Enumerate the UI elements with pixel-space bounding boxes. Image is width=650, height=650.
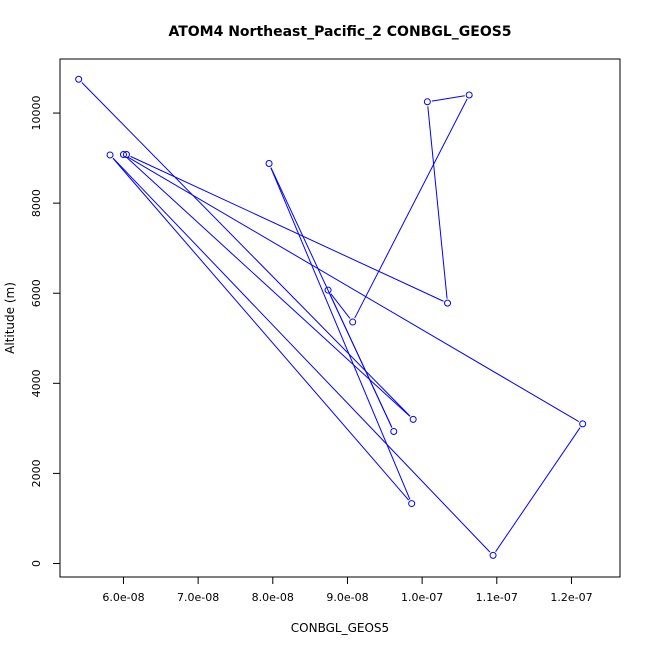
series-points — [75, 75, 587, 559]
x-tick-label: 7.0e-08 — [177, 591, 219, 604]
data-point — [465, 91, 473, 99]
series-segment — [126, 157, 411, 417]
x-tick-label: 8.0e-08 — [252, 591, 294, 604]
data-point — [489, 551, 497, 559]
x-tick-label: 1.1e-07 — [476, 591, 518, 604]
y-tick-label: 6000 — [30, 279, 43, 307]
series-segment — [329, 293, 393, 428]
data-point — [265, 160, 273, 168]
x-tick-label: 9.0e-08 — [326, 591, 368, 604]
data-point — [423, 98, 431, 106]
series-segment — [81, 82, 411, 417]
series-segment — [127, 156, 580, 423]
data-point — [444, 299, 452, 307]
series-segment — [427, 106, 448, 299]
y-tick-label: 0 — [30, 560, 43, 567]
data-point — [106, 151, 114, 159]
y-tick-label: 2000 — [30, 459, 43, 487]
x-tick-label: 1.2e-07 — [550, 591, 592, 604]
series-segment — [270, 167, 411, 500]
data-point — [349, 318, 357, 326]
series-segment — [431, 95, 465, 102]
data-point — [324, 286, 332, 294]
y-tick-label: 8000 — [30, 189, 43, 217]
plot-frame — [59, 58, 621, 578]
series-segment — [112, 157, 491, 553]
data-point — [579, 420, 587, 428]
data-point — [122, 150, 130, 158]
y-axis-label: Altitude (m) — [3, 282, 17, 354]
series-segment — [354, 98, 468, 319]
series-segment — [112, 158, 410, 501]
y-axis: 0 2000 4000 6000 8000 10000 — [30, 96, 61, 567]
data-point — [409, 415, 417, 423]
data-point — [119, 150, 127, 158]
y-tick-label: 4000 — [30, 369, 43, 397]
x-axis-label: CONBGL_GEOS5 — [291, 621, 389, 635]
series-segment — [495, 427, 581, 552]
chart-title: ATOM4 Northeast_Pacific_2 CONBGL_GEOS5 — [168, 24, 511, 40]
data-point — [75, 75, 83, 83]
data-point — [390, 428, 398, 436]
data-point — [408, 500, 416, 508]
series-segment — [330, 293, 351, 319]
x-axis: 6.0e-08 7.0e-08 8.0e-08 9.0e-08 1.0e-07 1.1e-… — [102, 576, 593, 604]
x-tick-label: 1.0e-07 — [401, 591, 443, 604]
x-tick-label: 6.0e-08 — [102, 591, 144, 604]
series-segment — [130, 155, 444, 302]
series-line — [81, 82, 581, 553]
y-tick-label: 10000 — [30, 96, 43, 131]
